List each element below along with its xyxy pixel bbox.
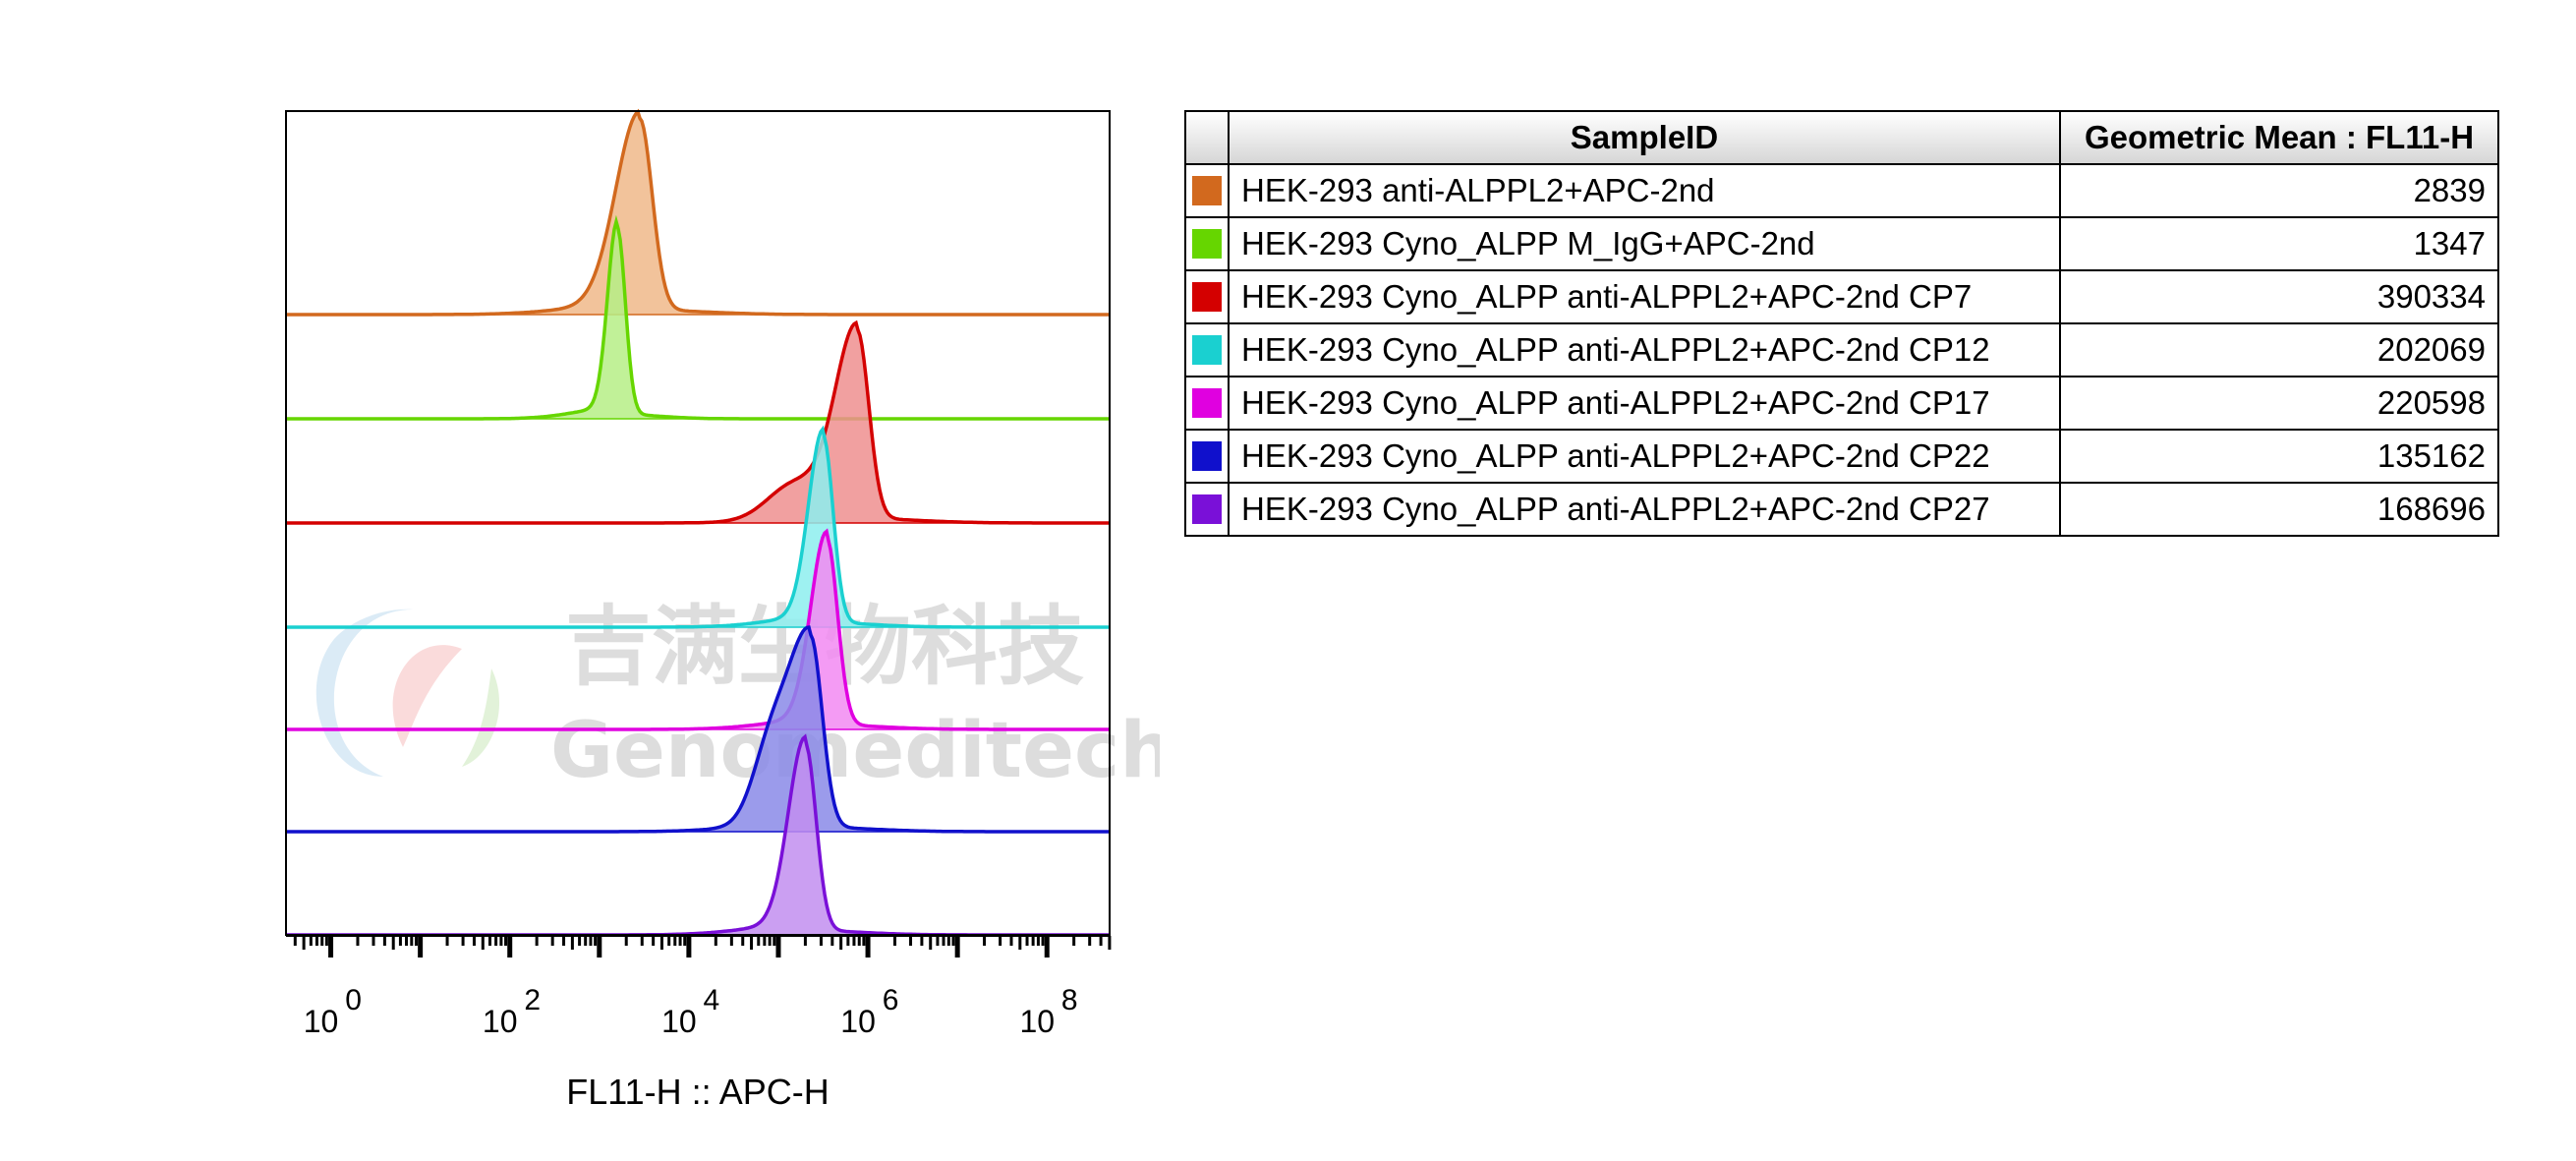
histogram-hek-293-cyno-alpp-m-igg-apc-2nd xyxy=(286,214,1110,421)
histogram-fill xyxy=(286,221,1110,419)
sample-id-cell: HEK-293 Cyno_ALPP anti-ALPPL2+APC-2nd CP… xyxy=(1228,269,2061,324)
x-tick-label-exponent: 6 xyxy=(883,984,899,1016)
swatch-cell xyxy=(1184,269,1230,324)
x-tick-label-exponent: 2 xyxy=(524,984,541,1016)
x-tick-label-exponent: 8 xyxy=(1061,984,1078,1016)
sample-id-cell: HEK-293 Cyno_ALPP anti-ALPPL2+APC-2nd CP… xyxy=(1228,482,2061,537)
x-tick-label-base: 10 xyxy=(304,1004,339,1039)
geometric-mean-cell: 2839 xyxy=(2059,163,2499,218)
color-swatch xyxy=(1192,282,1222,312)
table-header-swatch xyxy=(1184,110,1230,165)
table-header-geomean: Geometric Mean : FL11-H xyxy=(2059,110,2499,165)
histogram-outline xyxy=(286,425,1110,629)
geometric-mean-cell: 1347 xyxy=(2059,216,2499,271)
swatch-cell xyxy=(1184,322,1230,377)
x-tick-label-base: 10 xyxy=(483,1004,518,1039)
histogram-outline xyxy=(286,214,1110,421)
geometric-mean-cell: 135162 xyxy=(2059,429,2499,484)
histogram-hek-293-anti-alppl2-apc-2nd xyxy=(286,108,1110,317)
x-axis-label: FL11-H :: APC-H xyxy=(566,1072,829,1112)
sample-id-cell: HEK-293 Cyno_ALPP M_IgG+APC-2nd xyxy=(1228,216,2061,271)
histogram-fill xyxy=(286,322,1110,523)
table-header-sampleid: SampleID xyxy=(1228,110,2061,165)
sample-id-cell: HEK-293 anti-ALPPL2+APC-2nd xyxy=(1228,163,2061,218)
histogram-outline xyxy=(286,528,1110,731)
table-row: HEK-293 Cyno_ALPP anti-ALPPL2+APC-2nd CP… xyxy=(1184,376,2499,431)
swatch-cell xyxy=(1184,376,1230,431)
swatch-cell xyxy=(1184,429,1230,484)
swatch-cell xyxy=(1184,163,1230,218)
table-row: HEK-293 Cyno_ALPP anti-ALPPL2+APC-2nd CP… xyxy=(1184,482,2499,537)
geometric-mean-cell: 168696 xyxy=(2059,482,2499,537)
geometric-mean-cell: 202069 xyxy=(2059,322,2499,377)
sample-id-cell: HEK-293 Cyno_ALPP anti-ALPPL2+APC-2nd CP… xyxy=(1228,322,2061,377)
color-swatch xyxy=(1192,229,1222,259)
swatch-cell xyxy=(1184,482,1230,537)
histogram-series xyxy=(286,108,1110,937)
sample-id-cell: HEK-293 Cyno_ALPP anti-ALPPL2+APC-2nd CP… xyxy=(1228,429,2061,484)
color-swatch xyxy=(1192,388,1222,418)
sample-statistics-table: SampleID Geometric Mean : FL11-H HEK-293… xyxy=(1184,110,2499,537)
histogram-hek-293-cyno-alpp-anti-alppl2-apc-2nd-cp7 xyxy=(286,319,1110,525)
geometric-mean-cell: 390334 xyxy=(2059,269,2499,324)
x-tick-label-exponent: 0 xyxy=(345,984,362,1016)
histogram-hek-293-cyno-alpp-anti-alppl2-apc-2nd-cp22 xyxy=(286,625,1110,834)
color-swatch xyxy=(1192,176,1222,205)
sample-id-cell: HEK-293 Cyno_ALPP anti-ALPPL2+APC-2nd CP… xyxy=(1228,376,2061,431)
histogram-hek-293-cyno-alpp-anti-alppl2-apc-2nd-cp17 xyxy=(286,528,1110,731)
color-swatch xyxy=(1192,335,1222,365)
x-tick-label-base: 10 xyxy=(661,1004,697,1039)
table-row: HEK-293 Cyno_ALPP anti-ALPPL2+APC-2nd CP… xyxy=(1184,269,2499,324)
histogram-outline xyxy=(286,319,1110,525)
table-row: HEK-293 anti-ALPPL2+APC-2nd 2839 xyxy=(1184,163,2499,218)
table-row: HEK-293 Cyno_ALPP M_IgG+APC-2nd 1347 xyxy=(1184,216,2499,271)
x-tick-label-exponent: 4 xyxy=(704,984,720,1016)
x-tick-label-base: 10 xyxy=(840,1004,876,1039)
color-swatch xyxy=(1192,494,1222,524)
histogram-outline xyxy=(286,108,1110,317)
histogram-fill xyxy=(286,111,1110,315)
histogram-hek-293-cyno-alpp-anti-alppl2-apc-2nd-cp12 xyxy=(286,425,1110,629)
swatch-cell xyxy=(1184,216,1230,271)
table-row: HEK-293 Cyno_ALPP anti-ALPPL2+APC-2nd CP… xyxy=(1184,322,2499,377)
x-tick-label-base: 10 xyxy=(1019,1004,1055,1039)
color-swatch xyxy=(1192,441,1222,471)
geometric-mean-cell: 220598 xyxy=(2059,376,2499,431)
table-row: HEK-293 Cyno_ALPP anti-ALPPL2+APC-2nd CP… xyxy=(1184,429,2499,484)
histogram-outline xyxy=(286,625,1110,834)
